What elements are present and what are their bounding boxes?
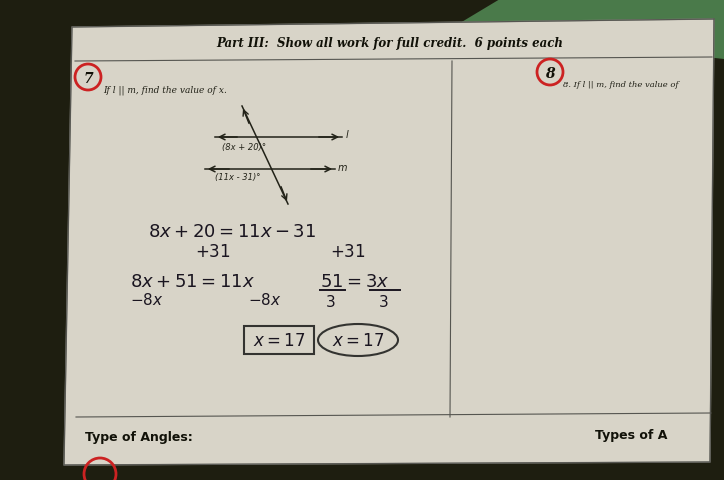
Text: $8x+20 = 11x-31$: $8x+20 = 11x-31$ (148, 223, 316, 240)
Text: Type of Angles:: Type of Angles: (85, 431, 193, 444)
Text: $x=17$: $x=17$ (332, 331, 384, 349)
Text: $+31$: $+31$ (195, 242, 231, 261)
Text: l: l (346, 130, 349, 140)
Polygon shape (64, 20, 714, 465)
Text: (11x - 31)°: (11x - 31)° (215, 173, 261, 182)
Text: $x=17$: $x=17$ (253, 331, 306, 349)
Text: If l || m, find the value of x.: If l || m, find the value of x. (103, 85, 227, 95)
Text: Types of A: Types of A (595, 429, 668, 442)
Polygon shape (450, 0, 724, 60)
Text: 7: 7 (83, 72, 93, 86)
Text: $8x+51=11x$: $8x+51=11x$ (130, 273, 255, 290)
Text: $+31$: $+31$ (330, 242, 366, 261)
Text: (8x + 20)°: (8x + 20)° (222, 143, 266, 152)
Text: $3$: $3$ (325, 293, 335, 309)
Text: 8: 8 (545, 67, 555, 81)
Text: $-8x$: $-8x$ (248, 291, 282, 307)
Text: $51 = 3x$: $51 = 3x$ (320, 273, 390, 290)
Text: 8. If l || m, find the value of: 8. If l || m, find the value of (563, 81, 678, 89)
Text: m: m (338, 163, 348, 173)
Text: Part III:  Show all work for full credit.  6 points each: Part III: Show all work for full credit.… (216, 36, 563, 49)
Text: $3$: $3$ (378, 293, 388, 309)
FancyBboxPatch shape (244, 326, 314, 354)
Text: $-8x$: $-8x$ (130, 291, 164, 307)
